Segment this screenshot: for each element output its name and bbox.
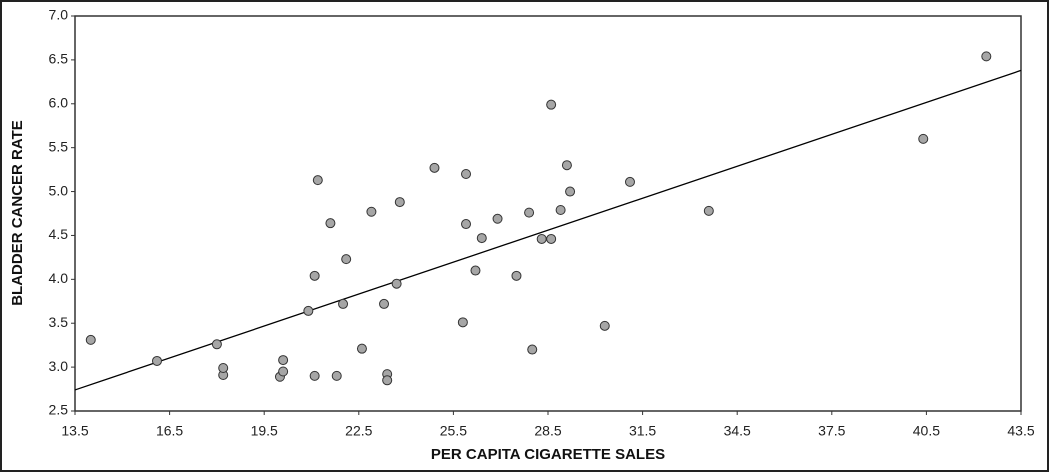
point — [338, 298, 349, 309]
trend-line — [74, 69, 1022, 391]
x-tick-label: 34.5 — [724, 423, 751, 439]
x-axis-title: PER CAPITA CIGARETTE SALES — [431, 446, 665, 463]
point — [309, 370, 320, 381]
point — [511, 270, 522, 281]
point — [391, 278, 402, 289]
point — [394, 197, 405, 208]
point — [379, 298, 390, 309]
point — [309, 270, 320, 281]
point — [461, 219, 472, 230]
y-tick-label: 2.5 — [49, 402, 69, 418]
x-tick-label: 16.5 — [156, 423, 183, 439]
x-tick-label: 43.5 — [1007, 423, 1034, 439]
point — [461, 169, 472, 179]
point — [470, 265, 481, 276]
y-tick-label: 4.0 — [49, 270, 69, 286]
point — [527, 344, 538, 355]
point — [429, 162, 440, 173]
point — [85, 334, 96, 345]
x-tick-label: 19.5 — [251, 423, 278, 439]
point — [555, 204, 566, 215]
y-tick-label: 6.0 — [49, 94, 69, 110]
point — [492, 213, 503, 224]
point — [278, 355, 289, 366]
x-tick-label: 40.5 — [913, 423, 940, 439]
point — [382, 375, 393, 386]
x-tick-label: 25.5 — [440, 423, 467, 439]
point — [561, 160, 572, 171]
point — [546, 233, 557, 244]
x-tick-label: 13.5 — [61, 423, 88, 439]
point — [624, 176, 635, 187]
point — [278, 366, 289, 377]
y-tick-label: 4.5 — [49, 226, 69, 242]
point — [211, 339, 222, 350]
point — [218, 362, 229, 373]
y-tick-label: 5.0 — [49, 182, 69, 198]
y-tick-label: 3.5 — [49, 314, 69, 330]
point — [918, 133, 929, 144]
point — [151, 355, 162, 366]
x-tick-label: 22.5 — [345, 423, 372, 439]
y-tick-label: 3.0 — [49, 358, 69, 374]
point — [303, 305, 314, 316]
x-tick-label: 37.5 — [818, 423, 845, 439]
point — [546, 99, 557, 110]
y-axis-title: BLADDER CANCER RATE — [9, 120, 26, 306]
point — [366, 206, 377, 217]
point — [341, 254, 352, 265]
y-tick-label: 6.5 — [49, 51, 69, 67]
plot-area — [74, 15, 1022, 412]
point — [703, 205, 714, 216]
x-tick-label: 28.5 — [534, 423, 561, 439]
point — [536, 233, 547, 244]
y-tick-label: 7.0 — [49, 7, 69, 23]
point — [524, 207, 535, 218]
point — [981, 51, 992, 62]
point — [476, 233, 487, 244]
point — [457, 317, 468, 328]
x-tick-label: 31.5 — [629, 423, 656, 439]
point — [312, 175, 323, 186]
point — [565, 186, 576, 197]
point — [356, 343, 367, 354]
point — [325, 218, 336, 229]
point — [599, 320, 610, 331]
y-tick-label: 5.5 — [49, 138, 69, 154]
point — [331, 370, 342, 381]
